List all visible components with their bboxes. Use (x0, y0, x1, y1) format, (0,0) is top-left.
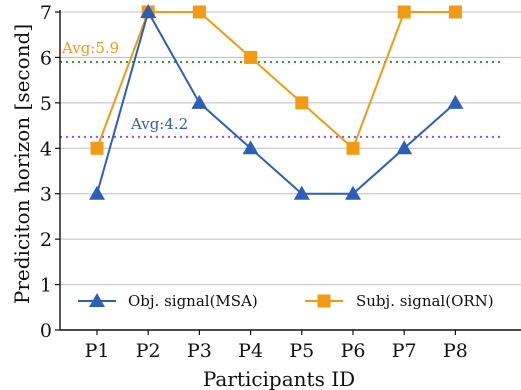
x-tick-label: P3 (187, 340, 212, 362)
x-tick-label: P6 (341, 340, 366, 362)
data-point (293, 185, 310, 200)
y-tick-label: 0 (40, 320, 52, 342)
y-tick-label: 1 (40, 275, 52, 297)
tick-labels: 0 1 2 3 4 5 6 7 P1 P2 P3 P4 P5 P6 P7 P8 (40, 2, 468, 362)
x-tick-label: P7 (392, 340, 417, 362)
series-subj-orn (90, 5, 462, 155)
legend-marker (317, 294, 331, 308)
legend-label: Obj. signal(MSA) (128, 292, 258, 310)
y-tick-label: 6 (40, 47, 52, 69)
series-lines (89, 4, 464, 200)
legend-marker (89, 293, 105, 307)
data-point (89, 185, 105, 200)
data-point (295, 96, 309, 110)
y-axis-title: Prediciton horizon [second] (10, 24, 34, 304)
data-point (447, 94, 464, 109)
legend: Obj. signal(MSA) Subj. signal(ORN) (78, 292, 494, 310)
y-tick-label: 3 (40, 184, 52, 206)
series-obj-msa (89, 4, 464, 200)
y-tick-label: 4 (40, 138, 52, 160)
series-line (96, 9, 457, 195)
data-point (244, 50, 258, 64)
y-tick-label: 7 (40, 2, 52, 24)
legend-item: Subj. signal(ORN) (305, 292, 494, 310)
grid-lines (60, 11, 521, 286)
average-label: Avg:4.2 (130, 115, 188, 133)
data-point (397, 5, 411, 19)
x-tick-label: P8 (443, 340, 468, 362)
data-point (140, 4, 157, 18)
data-point (90, 141, 104, 155)
data-point (346, 141, 360, 155)
x-axis-title: Participants ID (203, 367, 355, 390)
x-tick-label: P5 (289, 340, 314, 362)
y-tick-label: 5 (40, 93, 52, 115)
data-point (448, 5, 462, 19)
axes (59, 10, 521, 331)
average-label: Avg:5.9 (61, 39, 119, 57)
y-tick-label: 2 (40, 229, 52, 251)
data-point (396, 140, 413, 155)
data-point (345, 185, 361, 200)
x-tick-label: P4 (238, 340, 263, 362)
series-line (96, 11, 456, 150)
legend-label: Subj. signal(ORN) (356, 292, 494, 310)
x-tick-label: P1 (85, 340, 110, 362)
data-point (192, 5, 206, 19)
data-point (191, 94, 208, 109)
x-tick-label: P2 (136, 340, 161, 362)
data-point (242, 140, 259, 155)
legend-item: Obj. signal(MSA) (78, 292, 258, 310)
